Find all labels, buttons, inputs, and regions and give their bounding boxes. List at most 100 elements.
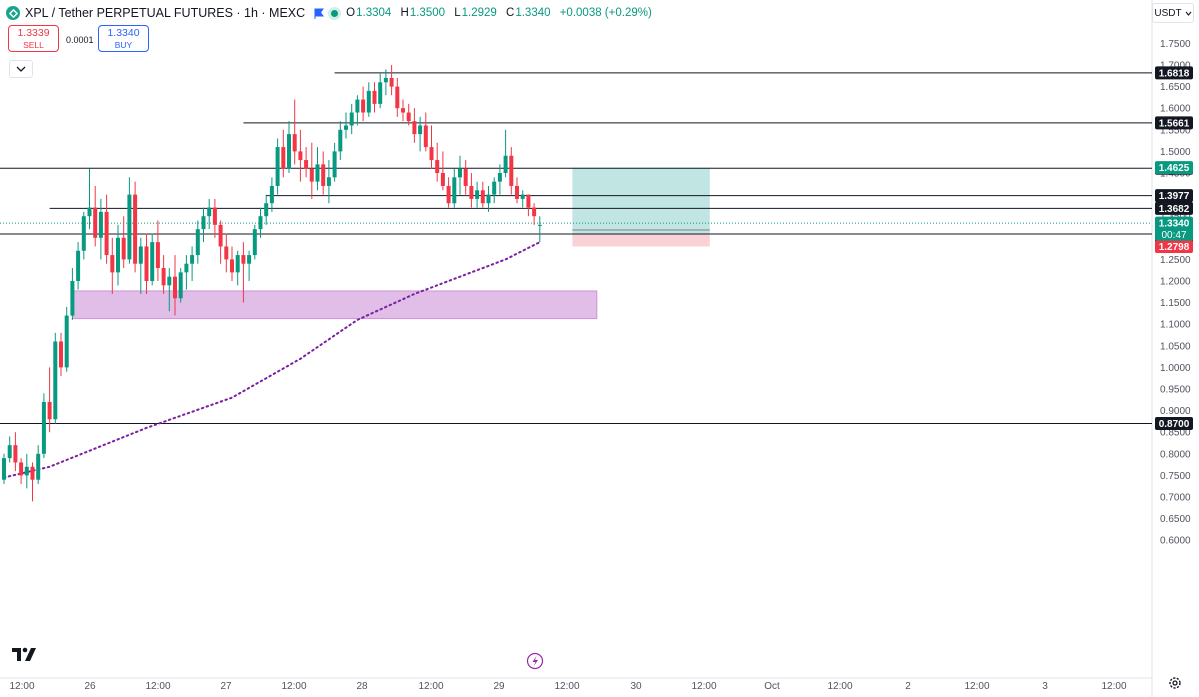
level-price-label: 1.3977 [1155,189,1193,203]
candle-body [429,147,434,161]
candle [532,203,537,225]
position-price-label-bg [1155,161,1193,175]
x-tick-label: 26 [84,681,96,692]
candle [361,86,366,122]
y-tick-label: 1.1000 [1160,320,1191,331]
candle [355,95,360,126]
candle [41,393,46,459]
candle-body [378,82,383,104]
candle [59,332,63,377]
candle [155,220,160,281]
candle [133,181,138,273]
y-tick-label: 1.0500 [1160,341,1191,352]
currency-selector[interactable]: USDT [1152,3,1194,23]
candle [383,69,388,96]
tradingview-logo-icon[interactable] [12,646,40,662]
candle-body [218,224,223,247]
candle [281,129,286,178]
candle [304,147,309,178]
candle-body [497,173,502,182]
candle [269,177,274,212]
buy-button[interactable]: 1.3340 BUY [98,25,149,52]
candle [230,246,234,281]
candle-body [395,86,400,109]
candle-body [361,99,366,113]
candle [167,268,172,312]
candle-body [486,194,491,204]
candle-body [515,185,519,199]
candle-body [98,211,103,238]
xpl-logo-icon [6,6,20,20]
candle-body [372,90,377,104]
candle [332,142,337,182]
open-label: O [346,7,356,19]
candle [458,155,462,195]
candle [127,177,132,264]
candle [423,112,428,152]
candle [207,198,212,230]
candle [224,233,229,273]
x-tick-label: 12:00 [418,681,443,692]
y-tick-label: 0.6500 [1160,514,1191,525]
candle [446,177,451,208]
collapse-button[interactable] [9,60,33,78]
flag-icon[interactable] [314,8,325,19]
candle-body [435,160,440,173]
candle-body [520,194,525,199]
candle-body [30,466,35,480]
candle [520,190,525,208]
candle [235,250,240,286]
candle-body [76,250,81,281]
candle-body [446,185,451,204]
long-position-stop-zone [572,234,710,247]
buy-price: 1.3340 [107,27,140,39]
lightning-icon-bolt [532,656,538,667]
y-tick-label: 0.9000 [1160,406,1191,417]
symbol-title[interactable]: XPL / Tether PERPETUAL FUTURES · 1h · ME… [25,6,306,20]
candle-body [423,125,428,148]
candle-body [475,190,480,199]
candle-body [224,246,229,260]
settings-gear-icon[interactable] [1168,676,1182,690]
level-price-label-bg [1155,417,1193,431]
ohlc-values: O1.3304 H1.3500 L1.2929 C1.3340 +0.0038 … [346,7,652,19]
candle [264,194,269,225]
candle-body [537,224,542,226]
y-tick-label: 0.8000 [1160,449,1191,460]
x-tick-label: 3 [1042,681,1048,692]
candle-body [184,263,189,273]
candle-body [389,77,394,87]
y-tick-label: 0.8500 [1160,428,1191,439]
candle-body [383,77,388,83]
candle-body [207,207,212,217]
long-position-target-zone [572,167,710,235]
candle [287,121,291,173]
candle [378,73,383,109]
candle [492,177,497,204]
candle [81,211,86,260]
current-price-label-text: 1.3340 [1159,219,1190,230]
candle [116,224,120,286]
y-tick-label: 0.7500 [1160,471,1191,482]
candle [475,181,480,208]
candle [110,237,115,294]
candle-body [195,229,200,256]
close-value: 1.3340 [515,7,551,19]
candle-body [509,155,514,186]
candle [7,436,12,463]
candle [247,250,252,281]
candle-body [315,164,320,182]
sell-button[interactable]: 1.3339 SELL [8,25,59,52]
candle [93,185,98,247]
chevron-down-icon [16,66,26,72]
y-tick-label: 1.6000 [1160,104,1191,115]
candle-body [110,255,115,273]
candle [47,367,52,433]
countdown-text: 00:47 [1161,230,1186,241]
buy-label: BUY [114,40,133,50]
close-label: C [506,7,515,19]
candle-body [452,177,457,204]
candle [401,99,405,122]
y-tick-label: 0.7000 [1160,493,1191,504]
